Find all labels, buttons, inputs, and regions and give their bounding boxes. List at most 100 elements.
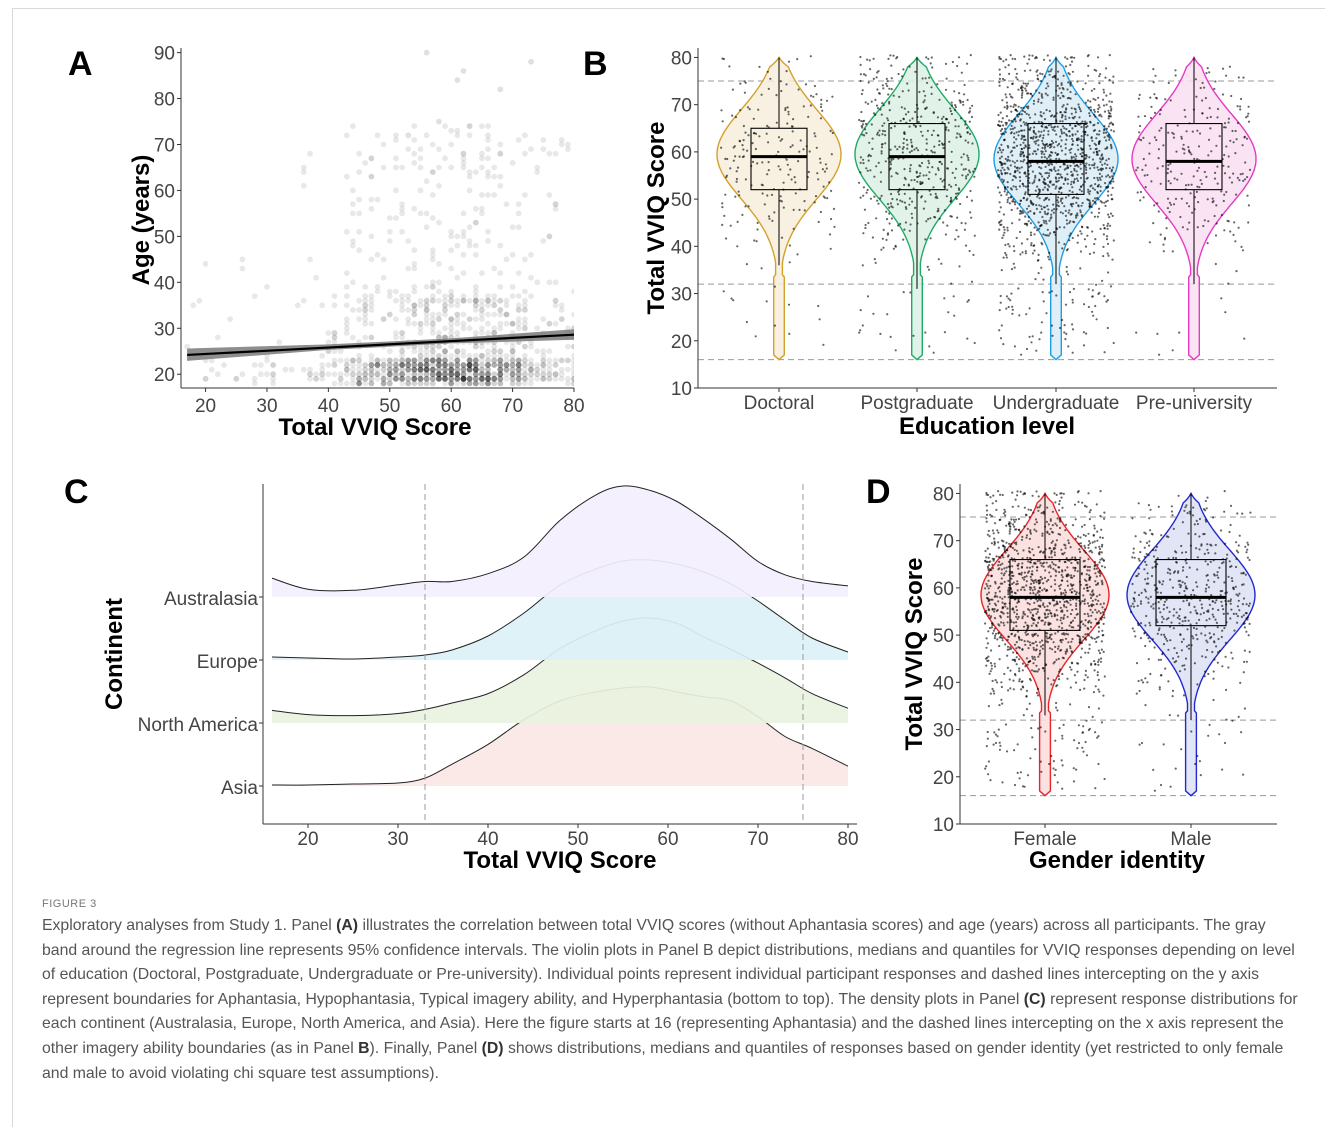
data-point xyxy=(1015,144,1019,147)
panel-a-letter: A xyxy=(68,45,93,83)
data-point xyxy=(1215,204,1218,207)
data-point xyxy=(1083,602,1086,605)
data-point xyxy=(1037,100,1040,103)
data-point xyxy=(966,131,969,134)
data-point xyxy=(1055,493,1058,496)
data-point xyxy=(1045,580,1048,583)
scatter-point xyxy=(386,228,393,235)
scatter-point xyxy=(503,362,510,368)
scatter-point xyxy=(472,297,479,304)
scatter-point xyxy=(380,316,387,322)
data-point xyxy=(1039,173,1042,176)
data-point xyxy=(1153,136,1156,139)
data-point xyxy=(1062,492,1065,495)
data-point xyxy=(955,136,958,139)
data-point xyxy=(863,208,867,211)
scatter-point xyxy=(466,375,473,382)
data-point xyxy=(1046,506,1049,509)
data-point xyxy=(1094,618,1097,621)
data-point xyxy=(1074,556,1077,559)
data-point xyxy=(1015,549,1019,552)
data-point xyxy=(1034,518,1038,521)
data-point xyxy=(1030,244,1033,247)
data-point xyxy=(997,623,1000,626)
data-point xyxy=(1054,140,1058,143)
data-point xyxy=(1110,129,1113,132)
scatter-point xyxy=(331,334,338,341)
data-point xyxy=(1080,140,1083,143)
data-point xyxy=(954,106,958,109)
data-point xyxy=(1088,144,1091,147)
data-point xyxy=(1034,658,1037,661)
scatter-point xyxy=(442,371,448,378)
data-point xyxy=(898,145,901,148)
scatter-point xyxy=(202,261,209,267)
scatter-point xyxy=(442,348,448,355)
data-point xyxy=(1087,604,1091,608)
scatter-point xyxy=(442,371,448,378)
data-point xyxy=(876,199,879,202)
scatter-point xyxy=(429,357,436,364)
data-point xyxy=(1006,181,1009,184)
scatter-point xyxy=(485,375,491,382)
data-point xyxy=(1082,533,1085,537)
scatter-point xyxy=(343,173,350,180)
data-point xyxy=(1107,117,1110,120)
scatter-point xyxy=(393,375,399,382)
data-point xyxy=(988,564,991,567)
data-point xyxy=(1015,647,1018,650)
scatter-point xyxy=(442,362,448,368)
scatter-point xyxy=(466,380,473,387)
data-point xyxy=(1095,133,1099,136)
data-point xyxy=(1083,587,1086,590)
scatter-point xyxy=(503,320,510,327)
data-point xyxy=(1054,739,1057,742)
data-point xyxy=(989,670,992,673)
data-point xyxy=(1198,186,1201,189)
data-point xyxy=(1052,760,1055,763)
data-point xyxy=(1012,198,1015,201)
scatter-point xyxy=(509,371,516,378)
data-point xyxy=(859,79,862,83)
data-point xyxy=(747,205,750,208)
data-point xyxy=(744,178,748,181)
data-point xyxy=(1013,520,1016,524)
data-point xyxy=(1098,593,1101,597)
data-point xyxy=(1189,192,1192,195)
scatter-point xyxy=(405,375,412,382)
data-point xyxy=(1066,677,1069,680)
data-point xyxy=(785,158,788,161)
scatter-point xyxy=(472,284,479,290)
data-point xyxy=(792,208,795,211)
scatter-point xyxy=(448,362,455,368)
scatter-point xyxy=(393,334,399,341)
data-point xyxy=(1020,124,1023,127)
scatter-point xyxy=(423,371,430,378)
scatter-point xyxy=(485,366,491,373)
scatter-point xyxy=(411,288,418,295)
data-point xyxy=(1088,518,1091,521)
data-point xyxy=(1049,232,1052,235)
data-point xyxy=(756,221,759,224)
data-point xyxy=(1022,134,1026,138)
category-label: North America xyxy=(138,715,259,736)
data-point xyxy=(1057,190,1060,193)
data-point xyxy=(1073,115,1076,118)
data-point xyxy=(890,175,893,178)
data-point xyxy=(1097,179,1100,182)
data-point xyxy=(1009,646,1012,649)
data-point xyxy=(1148,142,1151,145)
data-point xyxy=(1059,517,1062,520)
scatter-point xyxy=(429,279,436,286)
data-point xyxy=(1070,668,1073,671)
data-point xyxy=(1061,247,1064,250)
data-point xyxy=(1087,628,1090,631)
scatter-point xyxy=(460,233,467,240)
data-point xyxy=(813,84,817,88)
scatter-point xyxy=(497,297,504,304)
data-point xyxy=(1073,221,1076,224)
scatter-point xyxy=(417,371,424,378)
scatter-point xyxy=(466,362,473,368)
scatter-point xyxy=(466,123,473,129)
